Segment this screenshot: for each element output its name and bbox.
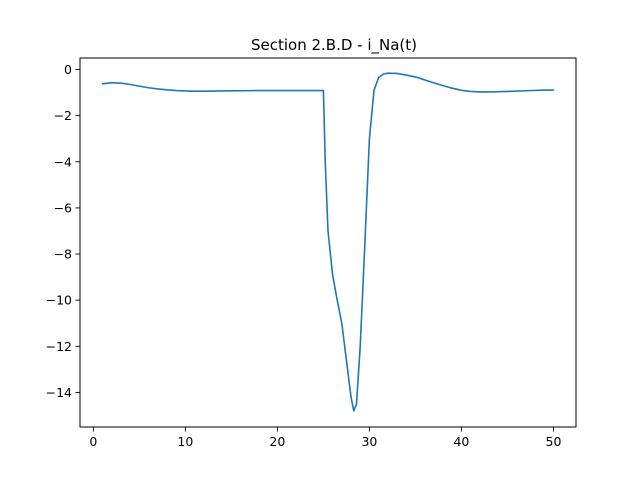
y-tick-label-3: −6: [54, 200, 72, 215]
y-tick-label-4: −8: [54, 247, 72, 262]
chart-title: Section 2.B.D - i_Na(t): [251, 36, 417, 55]
x-tick-label-0: 0: [89, 434, 97, 449]
x-tick-label-2: 20: [269, 434, 285, 449]
y-tick-label-1: −2: [54, 108, 72, 123]
x-tick-label-5: 50: [546, 434, 562, 449]
y-tick-label-6: −12: [46, 339, 72, 354]
y-tick-label-7: −14: [46, 385, 72, 400]
x-tick-label-1: 10: [177, 434, 193, 449]
x-tick-label-4: 40: [453, 434, 469, 449]
y-tick-label-0: 0: [64, 62, 72, 77]
x-tick-label-3: 30: [361, 434, 377, 449]
y-tick-label-2: −4: [54, 154, 72, 169]
y-tick-label-5: −10: [46, 293, 72, 308]
